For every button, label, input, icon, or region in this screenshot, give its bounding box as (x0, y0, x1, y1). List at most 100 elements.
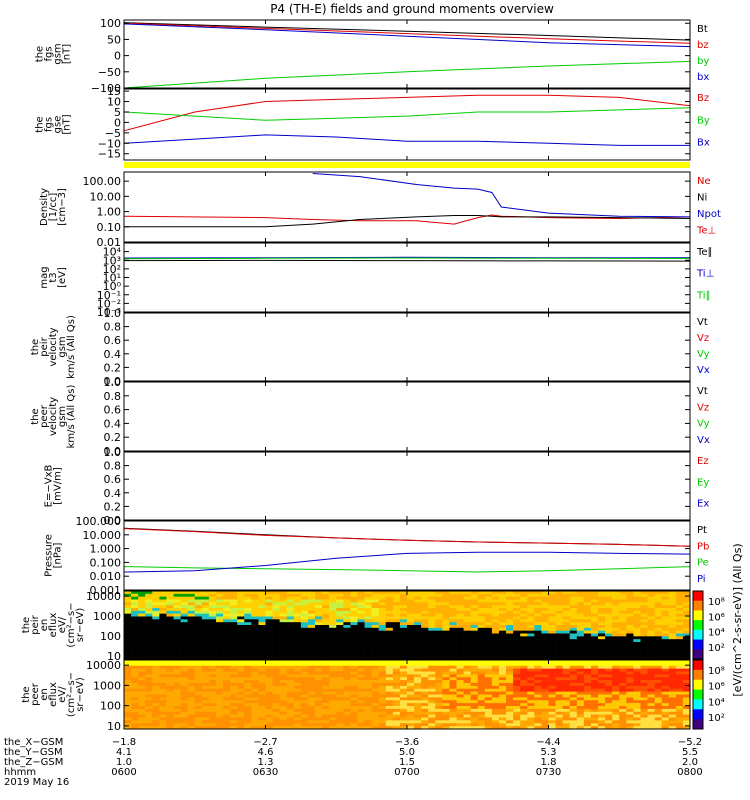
spectrogram-cell (371, 627, 380, 631)
spectrogram-cell (421, 677, 429, 681)
spectrogram-cell (173, 630, 181, 634)
spectrogram-cell (230, 662, 238, 667)
spectrogram-cell (506, 688, 514, 692)
spectrogram-cell (124, 697, 132, 701)
spectrogram-cell (272, 717, 280, 721)
spectrogram-cell (619, 599, 627, 603)
spectrogram-cell (435, 662, 443, 667)
spectrogram-cell (286, 608, 295, 612)
spectrogram-cell (605, 622, 613, 626)
spectrogram-cell (477, 605, 486, 609)
spectrogram-cell (661, 616, 670, 620)
series-line-Ne (123, 214, 691, 225)
spectrogram-cell (548, 630, 556, 634)
spectrogram-cell (477, 636, 486, 640)
spectrogram-cell (293, 680, 302, 684)
legend-entry: Bx (697, 138, 710, 149)
spectrogram-cell (598, 665, 606, 669)
y-tick-label: 0.001 (90, 584, 122, 597)
spectrogram-cell (435, 708, 443, 713)
spectrogram-cell (513, 680, 521, 684)
spectrogram-cell (237, 647, 245, 651)
spectrogram-cell (173, 610, 181, 614)
spectrogram-cell (661, 691, 670, 695)
spectrogram-cell (569, 625, 578, 629)
spectrogram-cell (237, 633, 245, 637)
legend-entry: Ti⊥ (696, 269, 714, 280)
spectrogram-cell (428, 622, 436, 626)
spectrogram-cell (470, 630, 479, 634)
spectrogram-cell (378, 627, 387, 631)
spectrogram-cell (138, 639, 146, 643)
spectrogram-cell (498, 627, 507, 631)
spectrogram-cell (364, 605, 372, 609)
spectrogram-cell (166, 602, 174, 606)
spectrogram-cell (541, 627, 549, 631)
spectrogram-cell (230, 602, 238, 606)
spectrogram-cell (307, 662, 316, 667)
spectrogram-cell (201, 599, 210, 603)
spectrogram-cell (491, 714, 500, 718)
spectrogram-cell (449, 688, 457, 692)
spectrogram-cell (463, 665, 471, 669)
spectrogram-cell (449, 622, 457, 626)
spectrogram-cell (215, 647, 224, 651)
spectrogram-cell (215, 660, 224, 664)
spectrogram-cell (576, 616, 585, 620)
spectrogram-cell (562, 665, 571, 669)
spectrogram-cell (187, 703, 196, 707)
spectrogram-cell (661, 599, 670, 603)
spectrogram-cell (173, 683, 181, 687)
y-tick-label: 0.8 (104, 460, 122, 473)
spectrogram-cell (484, 616, 493, 620)
spectrogram-cell (661, 636, 670, 640)
spectrogram-cell (484, 674, 493, 678)
spectrogram-cell (562, 660, 571, 664)
spectrogram-cell (399, 665, 408, 669)
spectrogram-cell (484, 602, 493, 606)
spectrogram-cell (208, 708, 217, 713)
spectrogram-cell (555, 625, 563, 629)
spectrogram-cell (385, 694, 394, 698)
spectrogram-cell (300, 591, 309, 595)
spectrogram-cell (357, 633, 365, 637)
x-row-name: the_Y−GSM (4, 747, 63, 758)
spectrogram-cell (583, 625, 592, 629)
spectrogram-cell (555, 708, 563, 713)
spectrogram-cell (223, 717, 231, 721)
spectrogram-cell (562, 697, 571, 701)
spectrogram-cell (265, 711, 273, 715)
spectrogram-cell (215, 706, 224, 710)
spectrogram-cell (654, 723, 663, 727)
spectrogram-cell (456, 633, 464, 637)
spectrogram-cell (414, 720, 422, 724)
spectrogram-cell (421, 688, 429, 692)
spectrogram-cell (145, 608, 153, 612)
spectrogram-cell (343, 627, 351, 631)
spectrogram-cell (152, 677, 160, 681)
spectrogram-cell (583, 596, 592, 600)
spectrogram-cell (576, 608, 585, 612)
spectrogram-cell (378, 726, 387, 730)
spectrogram-cell (619, 720, 627, 724)
spectrogram-cell (223, 714, 231, 718)
spectrogram-cell (647, 625, 655, 629)
spectrogram-cell (506, 630, 514, 634)
spectrogram-cell (286, 633, 295, 637)
spectrogram-cell (484, 633, 493, 637)
spectrogram-cell (562, 616, 571, 620)
series-line-bx (123, 23, 691, 48)
spectrogram-cell (392, 599, 401, 603)
spectrogram-cell (470, 711, 479, 715)
spectrogram-cell (357, 723, 365, 727)
spectrogram-cell (668, 660, 677, 664)
spectrogram-cell (491, 647, 500, 651)
spectrogram-cell (456, 619, 464, 623)
spectrogram-cell (350, 691, 358, 695)
spectrogram-cell (159, 625, 167, 629)
spectrogram-cell (598, 700, 606, 704)
spectrogram-cell (605, 619, 613, 623)
spectrogram-cell (336, 668, 344, 672)
spectrogram-cell (399, 591, 408, 595)
spectrogram-cell (682, 610, 691, 614)
